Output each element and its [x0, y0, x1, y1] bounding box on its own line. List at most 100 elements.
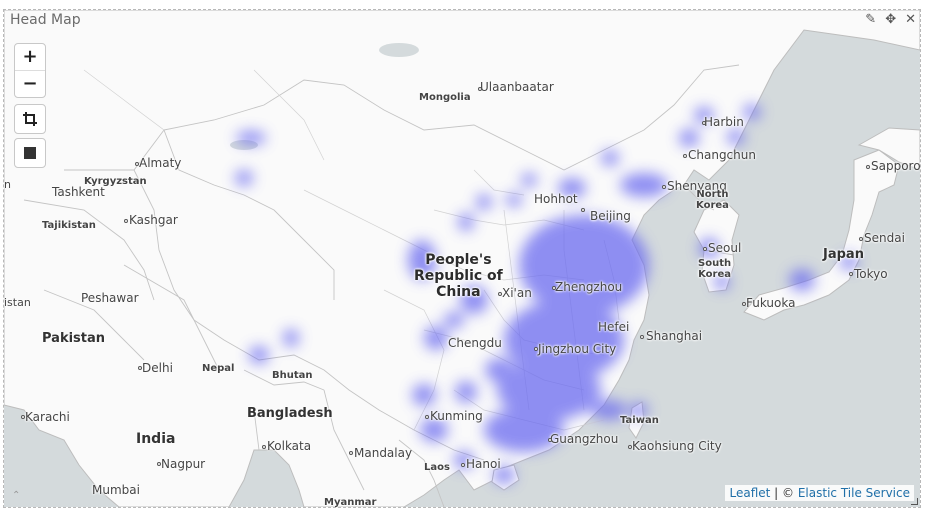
- map-canvas[interactable]: Mongolia Ulaanbaatar Harbin Changchun Sa…: [4, 10, 920, 507]
- city-dot-ulaanbaatar: [478, 87, 482, 91]
- label-shenyang: Shenyang: [667, 179, 727, 193]
- label-almaty: Almaty: [139, 156, 182, 170]
- attribution-separator: | ©: [770, 486, 798, 500]
- label-myanmar: Myanmar: [324, 497, 377, 508]
- city-dot-kunming: [425, 415, 429, 419]
- leaflet-link[interactable]: Leaflet: [729, 486, 771, 500]
- label-karachi: Karachi: [25, 410, 70, 424]
- label-nagpur: Nagpur: [161, 457, 206, 471]
- hokkaido-landmass: [857, 127, 920, 171]
- label-mandalay: Mandalay: [354, 446, 413, 460]
- city-dot-changchun: [683, 154, 687, 158]
- label-bhutan: Bhutan: [272, 370, 313, 381]
- close-icon[interactable]: ✕: [905, 12, 916, 27]
- city-dot-jingzhou: [534, 347, 538, 351]
- city-dot-seoul: [703, 247, 707, 251]
- label-hanoi: Hanoi: [466, 457, 501, 471]
- label-kunming: Kunming: [430, 409, 483, 423]
- city-dot-hohhot: [581, 208, 585, 212]
- city-dot-guangzhou: [548, 438, 552, 442]
- city-dot-zhengzhou: [552, 286, 556, 290]
- label-china-line3: China: [436, 284, 481, 300]
- label-hohhot: Hohhot: [534, 192, 578, 206]
- label-bangladesh: Bangladesh: [247, 406, 333, 421]
- label-south-korea-line1: South: [698, 258, 732, 269]
- label-south-korea-line2: Korea: [698, 269, 731, 280]
- city-dot-hanoi: [461, 463, 465, 467]
- zoom-out-button[interactable]: −: [22, 73, 38, 94]
- label-japan: Japan: [823, 247, 864, 262]
- label-shanghai: Shanghai: [646, 329, 703, 343]
- draw-rectangle-button[interactable]: [14, 138, 46, 168]
- label-pakistan: Pakistan: [42, 331, 106, 346]
- country-borders: [23, 64, 740, 507]
- label-north-korea-line1: North: [696, 189, 729, 200]
- label-ulaanbaatar: Ulaanbaatar: [480, 80, 554, 94]
- label-kaohsiung: Kaohsiung City: [632, 439, 722, 453]
- label-south-korea: South Korea: [698, 258, 731, 280]
- label-sapporo: Sapporo: [871, 159, 921, 173]
- city-dot-kolkata: [262, 445, 266, 449]
- panel-actions: ✎ ✥ ✕: [865, 13, 916, 27]
- label-zhengzhou: Zhengzhou: [555, 280, 623, 294]
- city-dot-delhi: [138, 366, 142, 370]
- map-panel: Mongolia Ulaanbaatar Harbin Changchun Sa…: [3, 9, 921, 508]
- label-north-korea: North Korea: [696, 189, 729, 211]
- city-dot-harbin: [702, 121, 706, 125]
- label-harbin: Harbin: [704, 115, 744, 129]
- city-dot-kaohsiung: [628, 445, 632, 449]
- square-icon: [24, 147, 36, 159]
- label-jingzhou: Jingzhou City: [538, 342, 617, 356]
- elastic-tile-service-link[interactable]: Elastic Tile Service: [797, 486, 910, 500]
- crop-button[interactable]: [14, 104, 46, 134]
- label-chengdu: Chengdu: [448, 336, 502, 350]
- city-dot-xian: [498, 292, 502, 296]
- city-dot-almaty: [135, 162, 139, 166]
- move-icon[interactable]: ✥: [885, 12, 897, 27]
- map-attribution: Leaflet | © Elastic Tile Service: [725, 485, 914, 501]
- label-tajikistan: Tajikistan: [42, 220, 96, 231]
- city-dot-kashgar: [124, 219, 128, 223]
- lake-baikal: [379, 43, 419, 57]
- zoom-in-button[interactable]: +: [15, 44, 45, 71]
- japan-landmass: [743, 149, 900, 321]
- label-china: People's Republic of China: [414, 252, 503, 300]
- label-kashgar: Kashgar: [129, 213, 178, 227]
- resize-handle[interactable]: [911, 498, 918, 505]
- label-mumbai: Mumbai: [92, 483, 140, 497]
- label-china-line2: Republic of: [414, 268, 503, 284]
- label-fukuoka: Fukuoka: [746, 296, 796, 310]
- city-dot-nagpur: [157, 462, 161, 466]
- label-xian: Xi'an: [502, 286, 532, 300]
- city-dot-fukuoka: [742, 302, 746, 306]
- label-edge-n: n: [4, 178, 11, 191]
- label-tashkent: Tashkent: [52, 185, 105, 199]
- city-dot-mandalay: [349, 451, 353, 455]
- label-nepal: Nepal: [202, 363, 235, 374]
- label-seoul: Seoul: [708, 241, 742, 255]
- city-dot-karachi: [21, 415, 25, 419]
- label-tokyo: Tokyo: [854, 267, 888, 281]
- label-kolkata: Kolkata: [267, 439, 312, 453]
- city-dot-tokyo: [849, 272, 853, 276]
- label-north-korea-line2: Korea: [696, 200, 729, 211]
- city-dot-shanghai: [640, 335, 644, 339]
- pencil-icon[interactable]: ✎: [865, 12, 877, 27]
- label-hefei: Hefei: [598, 320, 630, 334]
- map-layer: [4, 10, 920, 507]
- label-taiwan: Taiwan: [620, 415, 659, 426]
- label-india: India: [136, 431, 176, 447]
- crop-icon: [23, 112, 37, 126]
- collapse-icon[interactable]: ⌃: [12, 490, 21, 501]
- label-sendai: Sendai: [864, 231, 905, 245]
- label-kyrgyzstan: Kyrgyzstan: [84, 176, 147, 187]
- label-changchun: Changchun: [688, 148, 756, 162]
- label-guangzhou: Guangzhou: [550, 432, 619, 446]
- label-mongolia: Mongolia: [419, 92, 471, 103]
- label-china-line1: People's: [425, 252, 492, 268]
- label-istan: istan: [4, 296, 31, 309]
- heatmap-layer: [235, 104, 858, 484]
- panel-title: Head Map: [10, 12, 81, 28]
- city-dot-sendai: [859, 237, 863, 241]
- label-beijing: Beijing: [590, 209, 631, 223]
